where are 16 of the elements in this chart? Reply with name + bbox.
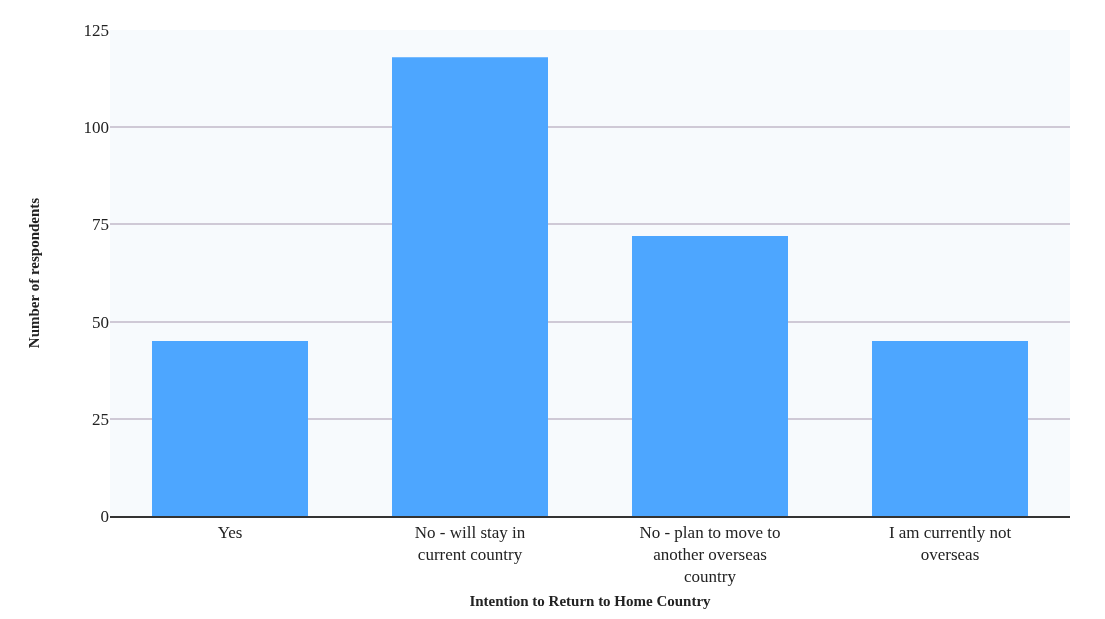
y-tick-label: 75 — [92, 215, 109, 235]
bar — [632, 236, 788, 516]
x-tick-label: No - will stay in current country — [414, 523, 526, 565]
bar — [872, 341, 1028, 516]
y-tick-label: 0 — [100, 506, 109, 526]
y-tick-label: 100 — [83, 118, 109, 138]
x-tick-label: Yes — [217, 523, 243, 543]
bar — [152, 341, 308, 516]
x-tick-label: I am currently not overseas — [888, 523, 1012, 565]
y-tick-label: 125 — [83, 20, 109, 40]
y-axis-title: Number of respondents — [25, 197, 42, 349]
bar — [392, 57, 548, 516]
x-tick-label: No - plan to move to another overseas country — [639, 523, 781, 587]
y-tick-label: 50 — [92, 312, 109, 332]
x-axis-title: Intention to Return to Home Country — [469, 592, 712, 609]
y-tick-label: 25 — [92, 409, 109, 429]
